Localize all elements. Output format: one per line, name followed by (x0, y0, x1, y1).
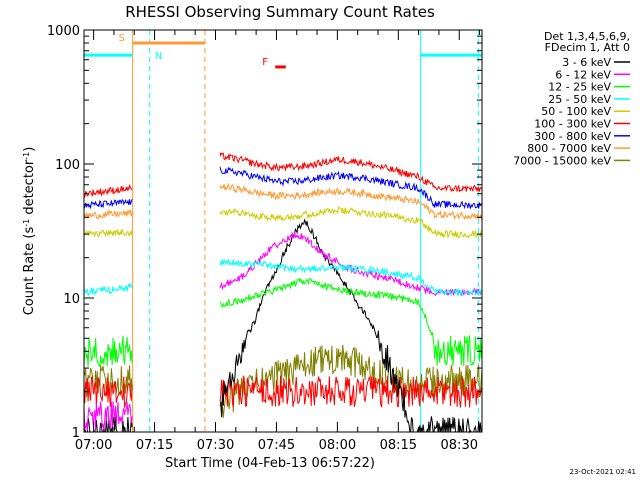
x-tick-label: 07:45 (258, 438, 295, 453)
series-line (83, 198, 133, 210)
legend-entry-label: 3 - 6 keV (562, 56, 611, 69)
legend-entry-label: 300 - 800 keV (534, 130, 611, 143)
x-tick-label: 08:00 (319, 438, 356, 453)
series-line (219, 277, 483, 367)
annotation-label: N (155, 51, 162, 62)
legend-entry-label: 800 - 7000 keV (527, 142, 611, 155)
series-line (83, 282, 133, 297)
annotation-label: S (119, 33, 125, 44)
series-line (219, 206, 483, 239)
series-line (219, 152, 483, 193)
x-tick-label: 08:15 (380, 438, 417, 453)
x-tick-label: 07:00 (75, 438, 112, 453)
y-tick-label: 1 (72, 426, 80, 441)
annotation-bars: S N F (83, 33, 482, 69)
y-tick-label: 10 (63, 292, 80, 307)
series-line (219, 258, 483, 297)
y-axis-title-exponent: -1 (22, 152, 31, 160)
timestamp-label: 23-Oct-2021 02:41 (570, 468, 636, 476)
annotation-label: F (262, 57, 268, 68)
series-line (83, 375, 133, 408)
series-line (219, 182, 483, 221)
legend-entry-label: 12 - 25 keV (548, 81, 611, 94)
chart-title: RHESSI Observing Summary Count Rates (125, 3, 435, 21)
x-tick-label: 07:30 (197, 438, 234, 453)
series-line (83, 209, 133, 220)
series-line (83, 335, 133, 368)
series-line (219, 375, 483, 409)
x-axis-title: Start Time (04-Feb-13 06:57:22) (165, 456, 375, 471)
y-axis-title-part: ) (22, 147, 37, 152)
y-axis-title: Count Rate (s-1 detector-1) (22, 147, 38, 316)
legend-entry-label: 100 - 300 keV (534, 118, 611, 131)
legend-header-line: Det 1,3,4,5,6,9, (544, 30, 630, 43)
series-line (219, 230, 483, 297)
legend-header-line: FDecim 1, Att 0 (545, 41, 630, 54)
legend: Det 1,3,4,5,6,9, FDecim 1, Att 0 3 - 6 k… (513, 30, 630, 167)
series-line (83, 183, 133, 198)
plot-frame (83, 29, 483, 433)
y-axis-ticks: 1 10 100 1000 (47, 24, 482, 441)
series-line (219, 218, 482, 434)
y-tick-label: 1000 (47, 24, 80, 39)
series-line (83, 228, 133, 238)
y-axis-title-exponent: -1 (22, 219, 31, 227)
x-tick-label: 08:30 (441, 438, 478, 453)
y-axis-title-part: Count Rate (s (22, 227, 37, 316)
legend-entry-label: 25 - 50 keV (548, 93, 611, 106)
y-tick-label: 100 (55, 158, 80, 173)
legend-entry-label: 50 - 100 keV (541, 105, 611, 118)
x-tick-label: 07:15 (136, 438, 173, 453)
legend-entry-label: 7000 - 15000 keV (513, 154, 611, 167)
legend-entry-label: 6 - 12 keV (555, 68, 611, 81)
series-line (219, 166, 483, 210)
y-axis-title-part: detector (22, 159, 37, 219)
vertical-markers (132, 30, 479, 432)
series-line (83, 401, 133, 432)
x-axis-ticks: 07:00 07:15 07:30 07:45 08:00 08:15 08:30 (75, 30, 481, 453)
